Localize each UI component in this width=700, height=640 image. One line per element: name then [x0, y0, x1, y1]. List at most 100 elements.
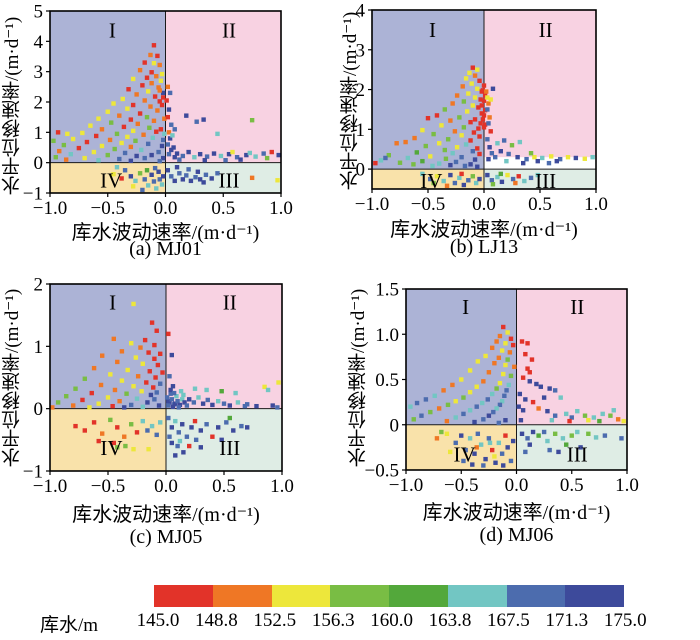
data-point — [503, 433, 508, 438]
data-point — [151, 118, 157, 124]
x-tick-label: 1.0 — [615, 475, 639, 496]
data-point — [444, 431, 450, 436]
data-point — [483, 456, 488, 462]
data-point — [128, 174, 134, 179]
data-point — [569, 433, 574, 438]
data-point — [166, 403, 171, 408]
data-point — [474, 384, 479, 389]
data-point — [133, 355, 139, 360]
data-point — [180, 422, 185, 427]
data-point — [165, 168, 171, 173]
data-point — [160, 95, 166, 100]
data-point — [202, 158, 207, 163]
data-point — [441, 178, 446, 184]
data-point — [167, 400, 172, 405]
data-point — [247, 150, 253, 156]
legend-value: 175.0 — [603, 610, 647, 631]
data-point — [508, 336, 514, 341]
data-point — [541, 429, 547, 435]
data-point — [158, 351, 163, 357]
data-point — [108, 417, 113, 423]
data-point — [181, 392, 186, 398]
y-tick-label: 0 — [34, 399, 44, 420]
data-point — [117, 156, 122, 162]
data-point — [486, 370, 492, 375]
data-point — [142, 155, 147, 161]
data-point — [201, 117, 206, 122]
data-point — [495, 174, 500, 180]
subplot-c: 水平位移速率/(m·d⁻¹) −1.0 −0.5 0.0 0.5 1.0 −1 0 1 2 I II… — [0, 260, 350, 550]
data-point — [547, 447, 552, 453]
x-tick-label: −0.5 — [91, 476, 125, 497]
data-point — [176, 405, 181, 410]
data-point — [468, 138, 473, 143]
data-point — [65, 131, 70, 137]
data-point — [125, 134, 130, 140]
data-point — [121, 124, 127, 130]
x-tick-label: 1.0 — [270, 476, 294, 497]
quadrant-label: II — [222, 19, 236, 43]
data-point — [184, 434, 190, 439]
data-point — [403, 139, 408, 145]
data-point — [98, 382, 104, 388]
data-point — [187, 443, 192, 449]
data-point — [499, 451, 505, 456]
data-point — [151, 60, 157, 66]
data-point — [145, 141, 151, 147]
data-point — [189, 425, 194, 430]
data-point — [408, 404, 413, 409]
data-point — [442, 147, 447, 153]
data-point — [145, 89, 151, 94]
data-point — [557, 156, 563, 162]
data-point — [105, 109, 110, 114]
data-point — [133, 138, 138, 144]
data-point — [115, 359, 120, 365]
data-point — [513, 180, 518, 186]
data-point — [55, 130, 61, 135]
quadrant-label: IV — [100, 168, 122, 192]
data-point — [249, 118, 255, 123]
y-tick-label: 1.5 — [375, 280, 399, 301]
data-point — [491, 409, 496, 415]
data-point — [444, 418, 450, 424]
data-point — [125, 106, 130, 111]
data-point — [186, 167, 191, 172]
data-point — [155, 362, 161, 368]
data-point — [176, 430, 181, 435]
data-point — [453, 399, 458, 404]
data-point — [146, 446, 151, 452]
data-point — [218, 153, 224, 159]
data-point — [481, 98, 487, 103]
data-point — [182, 400, 187, 405]
data-point — [159, 182, 165, 187]
data-point — [160, 137, 166, 143]
data-point — [130, 76, 136, 82]
data-point — [468, 162, 473, 167]
legend-value: 160.0 — [370, 610, 413, 631]
data-point — [439, 429, 444, 435]
data-point — [510, 438, 516, 444]
quadrant-label: II — [570, 295, 584, 319]
data-point — [55, 400, 61, 405]
data-point — [134, 92, 139, 97]
data-point — [204, 422, 209, 427]
data-point — [164, 98, 169, 103]
data-point — [509, 143, 515, 148]
data-point — [519, 431, 525, 436]
data-point — [142, 98, 147, 103]
data-point — [111, 171, 116, 177]
data-point — [219, 389, 224, 394]
data-point — [151, 385, 156, 390]
data-point — [472, 95, 478, 100]
data-point — [131, 446, 136, 452]
data-point — [503, 341, 508, 346]
data-point — [428, 154, 433, 159]
data-point — [485, 107, 490, 112]
data-point — [198, 428, 203, 433]
legend-swatch — [330, 585, 389, 607]
data-point — [160, 174, 166, 179]
data-point — [505, 445, 510, 450]
data-point — [152, 165, 158, 171]
data-point — [552, 388, 558, 393]
data-point — [196, 395, 201, 400]
